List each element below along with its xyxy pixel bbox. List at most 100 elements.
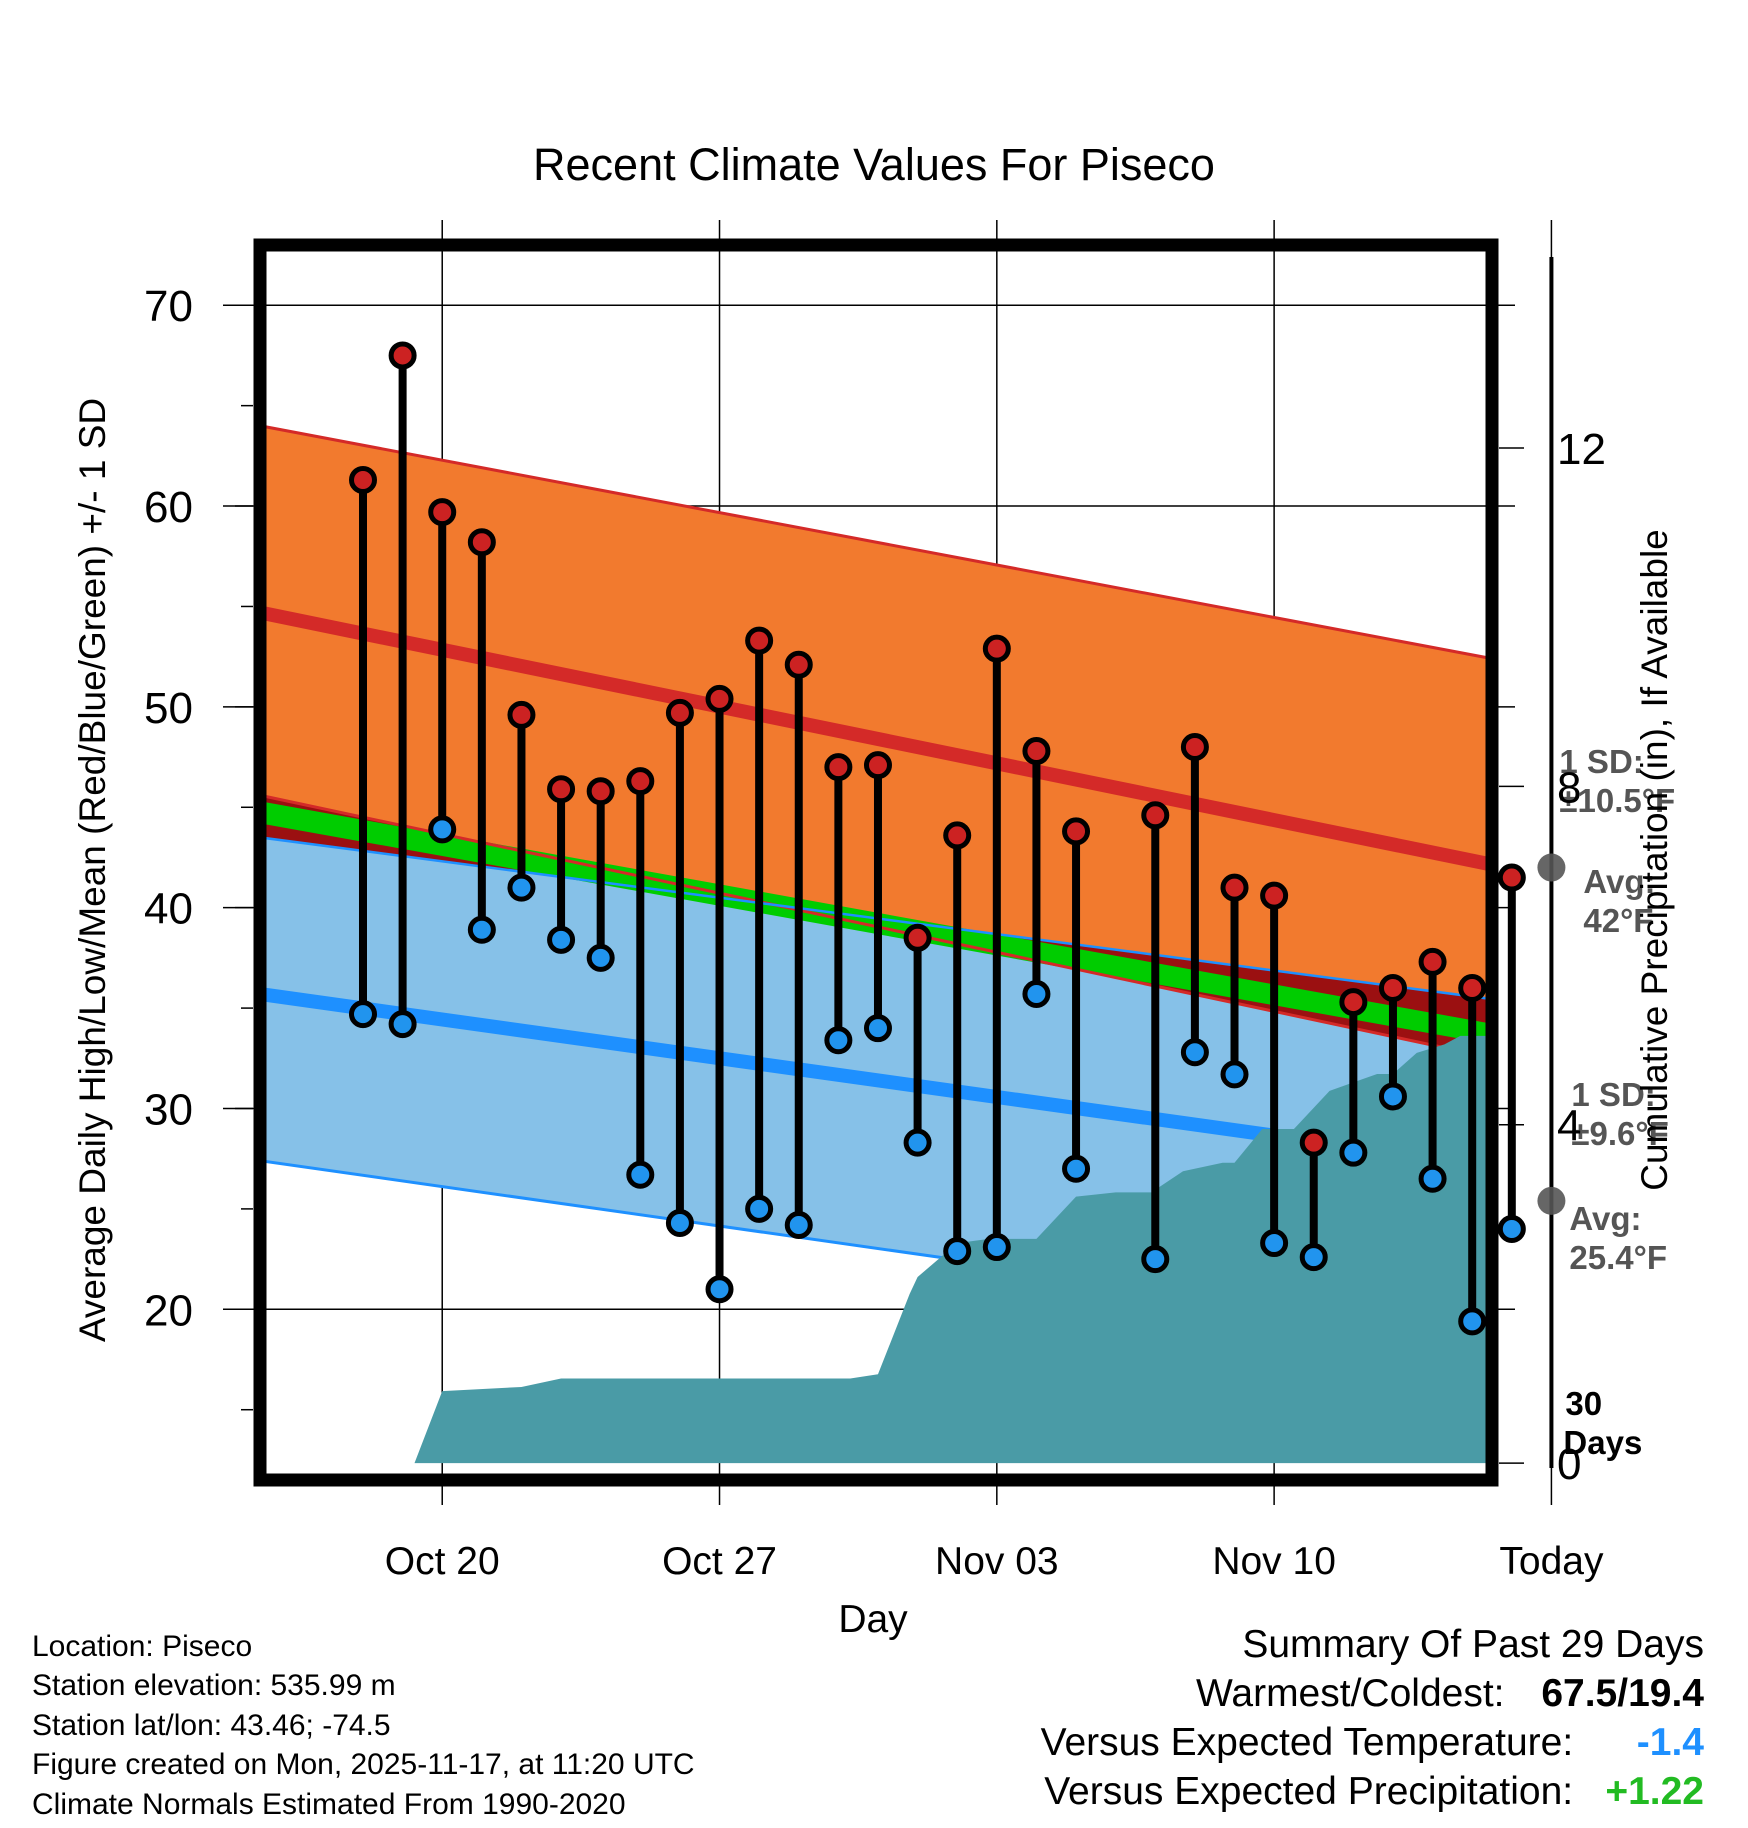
high-temp-point bbox=[784, 650, 813, 679]
high-temp-point bbox=[705, 684, 734, 713]
x-tick-label: Today bbox=[1499, 1540, 1604, 1583]
temp-label: Versus Expected Temperature: bbox=[1040, 1721, 1574, 1764]
y-tick-label: 70 bbox=[144, 282, 193, 331]
x-tick-label: Nov 03 bbox=[935, 1540, 1059, 1583]
low-avg-label: Avg: bbox=[1569, 1200, 1641, 1237]
chart-title: Recent Climate Values For Piseco bbox=[533, 139, 1215, 190]
high-temp-point bbox=[1180, 733, 1209, 762]
info-created: Figure created on Mon, 2025-11-17, at 11… bbox=[32, 1748, 695, 1782]
high-temp-point bbox=[1141, 801, 1170, 830]
summary-warm-cold: Warmest/Coldest: 67.5/19.4 bbox=[1041, 1669, 1704, 1718]
info-location: Location: Piseco bbox=[32, 1630, 253, 1663]
y2-tick-label: 12 bbox=[1557, 425, 1606, 474]
high-temp-point bbox=[1458, 974, 1487, 1003]
low-temp-point bbox=[1418, 1164, 1447, 1193]
x-axis-label: Day bbox=[838, 1598, 908, 1641]
days-count: 30 bbox=[1565, 1385, 1602, 1422]
low-temp-point bbox=[507, 873, 536, 902]
summary-panel: Summary Of Past 29 Days Warmest/Coldest:… bbox=[1041, 1620, 1704, 1816]
info-elevation: Station elevation: 535.99 m bbox=[32, 1669, 396, 1703]
daily-observations bbox=[348, 341, 1526, 1336]
summary-temp: Versus Expected Temperature: -1.4 bbox=[1041, 1718, 1704, 1767]
low-temp-point bbox=[467, 915, 496, 944]
high-temp-point bbox=[507, 700, 536, 729]
low-temp-point bbox=[665, 1208, 694, 1237]
low-temp-point bbox=[586, 943, 615, 972]
summary-precip: Versus Expected Precipitation: +1.22 bbox=[1041, 1767, 1704, 1816]
y-tick-label: 20 bbox=[144, 1286, 193, 1335]
low-avg-marker bbox=[1537, 1186, 1566, 1215]
high-temp-point bbox=[982, 634, 1011, 663]
low-sd-upper-line bbox=[265, 836, 1487, 1000]
low-temp-point bbox=[1022, 980, 1051, 1009]
days-word: Days bbox=[1563, 1424, 1642, 1461]
high-temp-point bbox=[626, 767, 655, 796]
y-axis-label: Average Daily High/Low/Mean (Red/Blue/Gr… bbox=[72, 398, 113, 1342]
x-tick-label: Oct 27 bbox=[662, 1540, 777, 1583]
y-tick-label: 50 bbox=[144, 684, 193, 733]
low-temp-point bbox=[1062, 1154, 1091, 1183]
high-temp-point bbox=[1220, 873, 1249, 902]
y2-axis-label: Cumulative Precipitation (in), If Availa… bbox=[1634, 529, 1675, 1191]
high-temp-point bbox=[665, 698, 694, 727]
high-temp-point bbox=[745, 626, 774, 655]
high-temp-point bbox=[1299, 1128, 1328, 1157]
low-temp-point bbox=[863, 1014, 892, 1043]
y-tick-label: 30 bbox=[144, 1085, 193, 1134]
warm-cold-value: 67.5/19.4 bbox=[1541, 1672, 1704, 1715]
low-temp-point bbox=[1458, 1307, 1487, 1336]
high-temp-point bbox=[348, 465, 377, 494]
low-temp-point bbox=[943, 1237, 972, 1266]
low-temp-point bbox=[1378, 1082, 1407, 1111]
high-temp-point bbox=[467, 528, 496, 557]
high-temp-point bbox=[1260, 881, 1289, 910]
high-temp-point bbox=[388, 341, 417, 370]
plot-frame bbox=[253, 238, 1499, 1487]
x-tick-label: Oct 20 bbox=[385, 1540, 500, 1583]
high-temp-point bbox=[943, 821, 972, 850]
low-temp-point bbox=[1141, 1245, 1170, 1274]
high-sd-value: ±10.5°F bbox=[1559, 782, 1675, 819]
low-temp-point bbox=[388, 1010, 417, 1039]
high-sd-upper-line bbox=[265, 425, 1487, 660]
low-sd-value: ±9.6°F bbox=[1571, 1115, 1668, 1152]
high-avg-marker bbox=[1537, 853, 1566, 882]
high-temp-point bbox=[1022, 737, 1051, 766]
precip-value: +1.22 bbox=[1605, 1770, 1704, 1813]
high-temp-point bbox=[903, 923, 932, 952]
summary-title: Summary Of Past 29 Days bbox=[1242, 1623, 1704, 1666]
high-mean-line bbox=[265, 606, 1487, 871]
low-temp-point bbox=[745, 1194, 774, 1223]
low-temp-point bbox=[626, 1160, 655, 1189]
low-temp-point bbox=[428, 815, 457, 844]
low-temp-point bbox=[348, 1000, 377, 1029]
low-avg-value: 25.4°F bbox=[1569, 1239, 1667, 1276]
high-temp-point bbox=[863, 751, 892, 780]
warm-cold-label: Warmest/Coldest: bbox=[1196, 1672, 1505, 1715]
y-tick-label: 60 bbox=[144, 483, 193, 532]
y-tick-label: 40 bbox=[144, 885, 193, 934]
high-temp-point bbox=[428, 498, 457, 527]
high-sd-lower-line bbox=[265, 794, 1487, 1059]
low-temp-point bbox=[903, 1128, 932, 1157]
high-temp-point bbox=[1418, 947, 1447, 976]
y2-tick-label: 8 bbox=[1557, 763, 1581, 812]
low-sd-label: 1 SD: bbox=[1571, 1076, 1655, 1113]
low-temp-point bbox=[1497, 1214, 1526, 1243]
precip-label: Versus Expected Precipitation: bbox=[1044, 1770, 1574, 1813]
low-temp-point bbox=[705, 1275, 734, 1304]
station-info: Location: Piseco Station elevation: 535.… bbox=[32, 1627, 695, 1824]
high-temp-point bbox=[1339, 988, 1368, 1017]
low-temp-point bbox=[1220, 1060, 1249, 1089]
high-temp-point bbox=[1378, 974, 1407, 1003]
high-temp-point bbox=[547, 775, 576, 804]
y2-tick-label: 4 bbox=[1557, 1102, 1581, 1151]
low-temp-point bbox=[824, 1026, 853, 1055]
high-avg-label: Avg: bbox=[1583, 863, 1655, 900]
axes: 20 30 40 50 60 70 0 4 8 12 Oct 20 Oct 27 Nov 03 Nov 1… bbox=[144, 238, 1606, 1583]
low-temp-point bbox=[547, 925, 576, 954]
y2-tick-label: 0 bbox=[1557, 1440, 1581, 1489]
high-sd-label: 1 SD: bbox=[1559, 743, 1643, 780]
